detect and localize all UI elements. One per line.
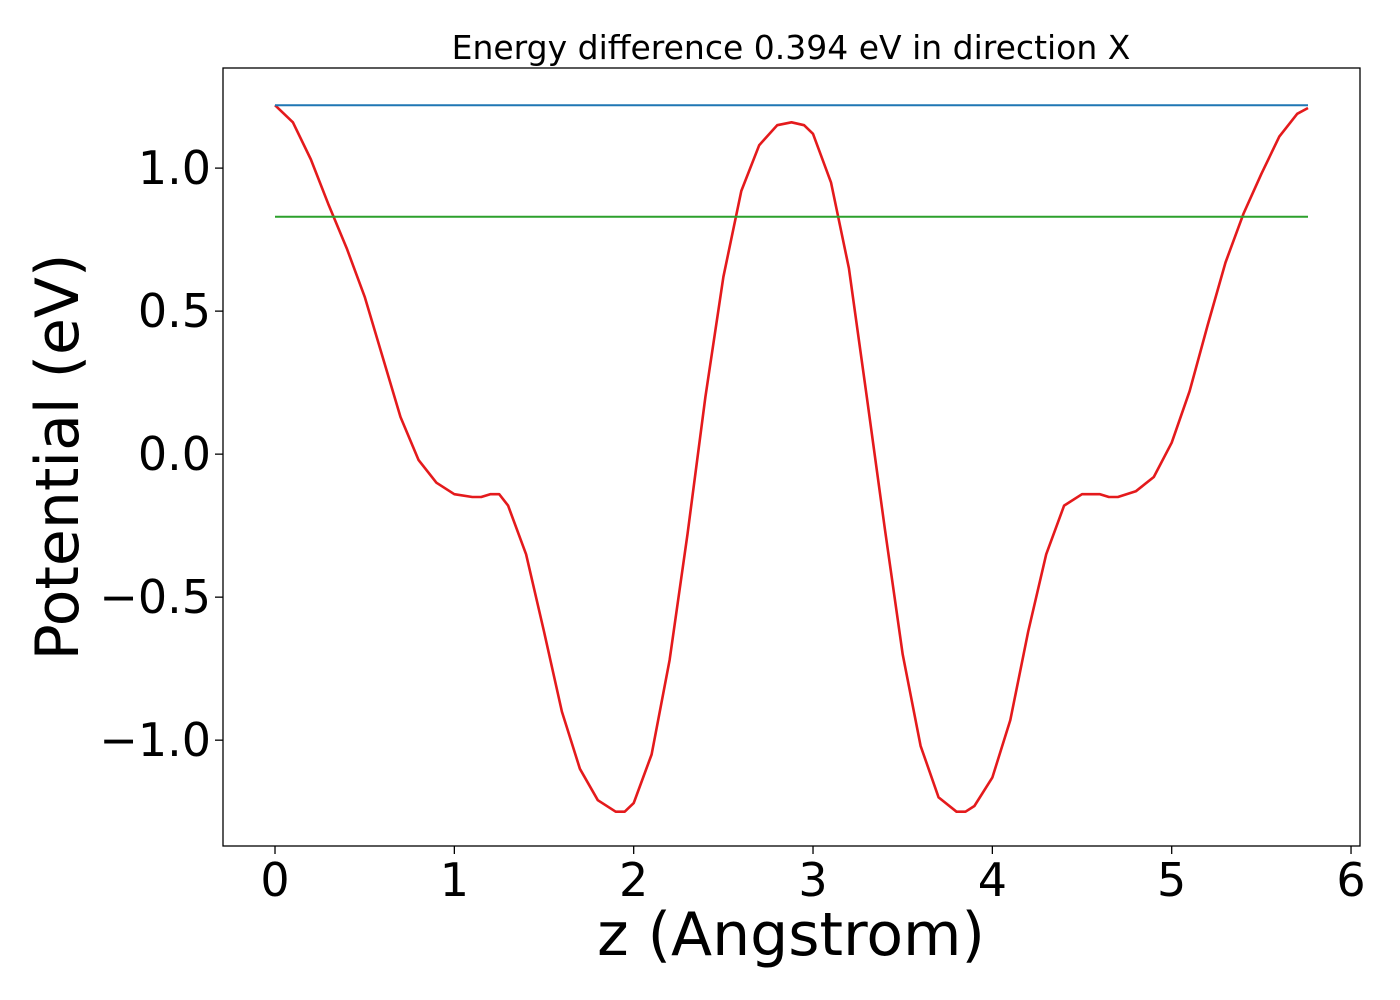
y-axis: 1.0 0.5 0.0 −0.5 −1.0 — [99, 141, 223, 767]
chart-title: Energy difference 0.394 eV in direction … — [452, 28, 1131, 67]
y-tick-label: 0.0 — [138, 427, 211, 481]
x-axis-label: z (Angstrom) — [597, 900, 985, 970]
plot-area — [274, 104, 1309, 813]
y-tick-label: 0.5 — [138, 284, 211, 338]
y-tick-label: −0.5 — [99, 570, 211, 624]
y-axis-label: Potential (eV) — [23, 254, 93, 661]
x-axis: 0 1 2 3 4 5 6 — [260, 846, 1366, 907]
x-tick-label: 5 — [1157, 853, 1186, 907]
y-tick-label: 1.0 — [138, 141, 211, 195]
axes-frame — [222, 67, 1361, 847]
x-tick-label: 4 — [978, 853, 1007, 907]
x-tick-label: 6 — [1336, 853, 1365, 907]
x-tick-label: 3 — [798, 853, 827, 907]
y-tick-label: −1.0 — [99, 713, 211, 767]
x-tick-label: 1 — [440, 853, 469, 907]
x-tick-label: 2 — [619, 853, 648, 907]
series-line-0 — [274, 104, 1309, 813]
x-tick-label: 0 — [260, 853, 289, 907]
